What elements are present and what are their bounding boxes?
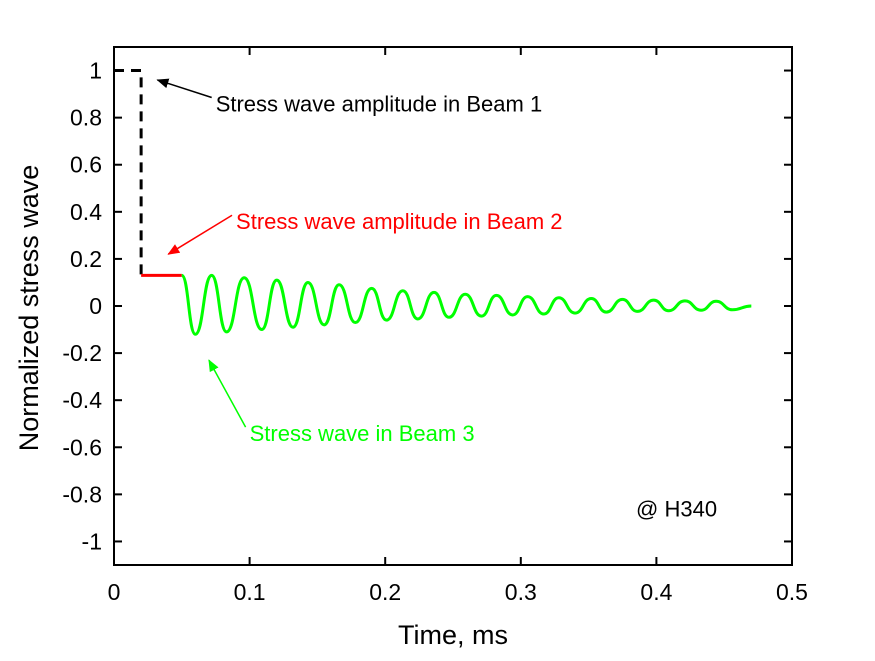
- annotation-layer: Stress wave amplitude in Beam 1 Stress wa…: [156, 78, 717, 521]
- x-tick-label: 0.4: [640, 579, 672, 605]
- y-tick-label: -0.2: [62, 340, 102, 366]
- y-tick-label: -0.4: [62, 387, 102, 413]
- annotation-arrow: [156, 78, 212, 99]
- plot-area: [113, 46, 793, 566]
- y-axis: 1 0.8 0.6 0.4 0.2 0 -0.2 -0.4 -0.6 -0.8 -1: [62, 58, 792, 554]
- y-tick-label: -1: [82, 528, 102, 554]
- x-tick-label: 0.5: [776, 579, 808, 605]
- annotation-label: @ H340: [636, 496, 717, 521]
- y-tick-label: 0.6: [70, 152, 102, 178]
- annotation-label: Stress wave in Beam 3: [250, 421, 475, 446]
- annotation-label: Stress wave amplitude in Beam 1: [216, 92, 543, 117]
- annotation-arrow: [208, 359, 247, 428]
- x-tick-label: 0.3: [505, 579, 537, 605]
- beam1-line: [114, 69, 143, 276]
- annotation-label: Stress wave amplitude in Beam 2: [236, 209, 563, 234]
- y-tick-label: -0.6: [62, 434, 102, 460]
- series-layer: [114, 69, 752, 336]
- annotation-arrow: [167, 214, 233, 255]
- x-axis: 0 0.1 0.2 0.3 0.4 0.5: [108, 47, 808, 605]
- beam3-line: [180, 273, 752, 336]
- y-tick-label: 0: [89, 293, 102, 319]
- y-axis-title: Normalized stress wave: [14, 165, 44, 452]
- y-tick-label: 0.8: [70, 105, 102, 131]
- x-tick-label: 0.1: [234, 579, 266, 605]
- y-tick-label: -0.8: [62, 481, 102, 507]
- x-axis-title: Time, ms: [398, 620, 508, 650]
- x-tick-label: 0: [108, 579, 121, 605]
- y-tick-label: 1: [89, 58, 102, 84]
- y-tick-label: 0.4: [70, 199, 102, 225]
- x-tick-label: 0.2: [369, 579, 401, 605]
- y-tick-label: 0.2: [70, 246, 102, 272]
- plot-frame: [113, 46, 793, 566]
